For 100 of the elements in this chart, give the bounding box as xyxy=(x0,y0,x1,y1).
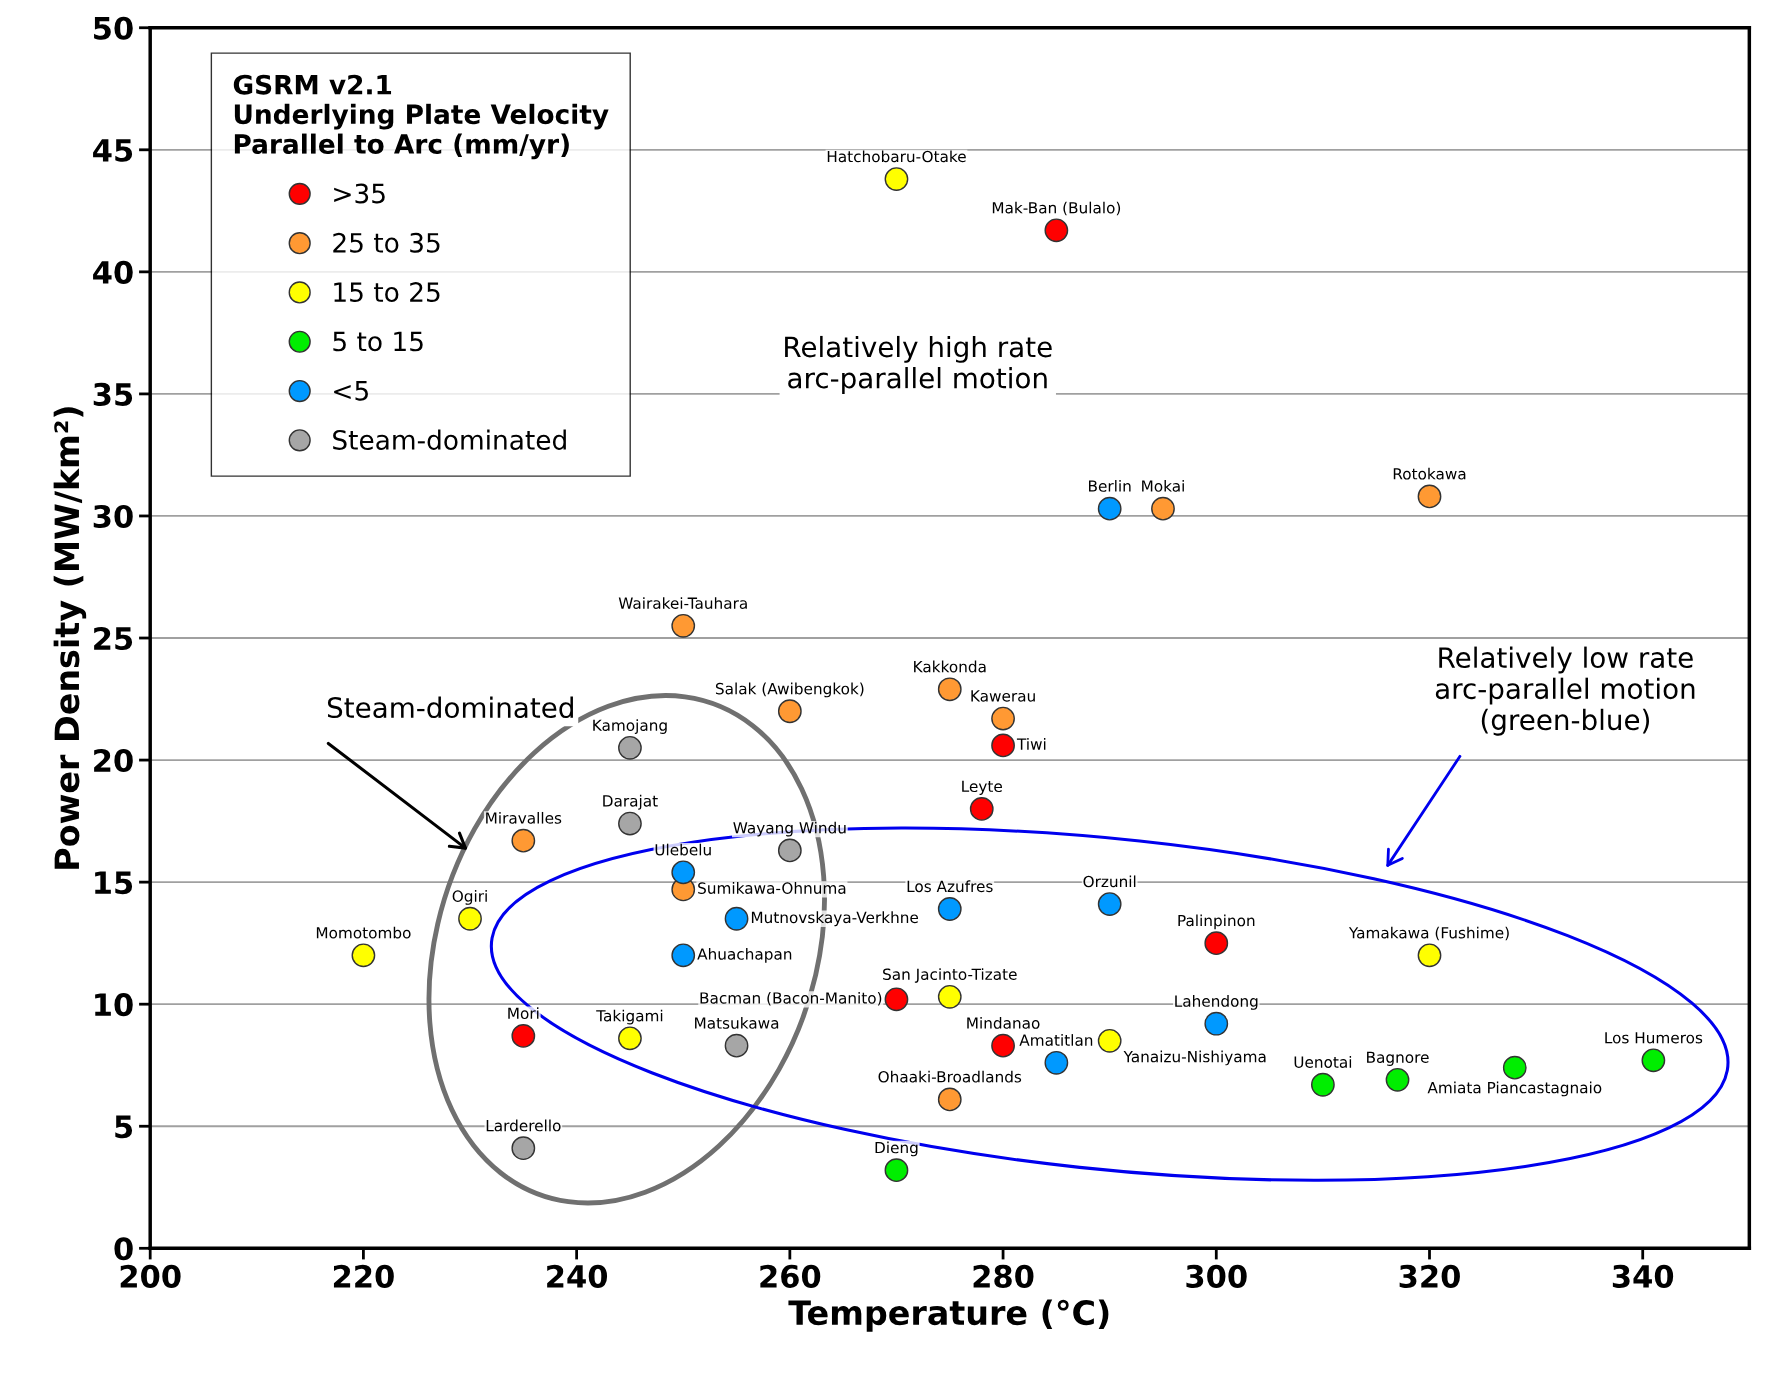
y-tick-label: 35 xyxy=(93,382,133,406)
point xyxy=(777,699,802,724)
point xyxy=(991,1033,1015,1058)
point xyxy=(618,1026,642,1051)
point xyxy=(1417,484,1442,509)
legend-label: 15 to 25 xyxy=(334,282,440,303)
annotation: Steam-dominated xyxy=(327,696,573,719)
x-tick-label: 200 xyxy=(120,1264,181,1288)
point xyxy=(1097,496,1122,521)
legend-label: Steam-dominated xyxy=(333,429,566,450)
point xyxy=(1097,1028,1122,1053)
annotation: Berlin xyxy=(1089,479,1131,492)
point xyxy=(937,1087,962,1112)
y-tick-label: 30 xyxy=(93,504,133,529)
point xyxy=(1097,892,1122,916)
legend-title: GSRM v2.1 Underlying Plate Velocity Parallel to Arc (mm/yr) xyxy=(233,74,609,160)
point xyxy=(724,1033,749,1058)
point xyxy=(351,943,376,968)
annotation: Los Azufres xyxy=(907,880,993,893)
point xyxy=(1204,931,1229,956)
annotation: Sumikawa-Ohnuma xyxy=(698,882,846,894)
annotation: Wayang Windu xyxy=(733,821,846,837)
point xyxy=(937,677,962,702)
point xyxy=(884,987,909,1012)
annotation: Ohaaki-Broadlands xyxy=(878,1070,1022,1083)
point xyxy=(1151,496,1175,521)
point xyxy=(511,1136,536,1161)
point xyxy=(1044,1050,1069,1075)
y-tick-label: 25 xyxy=(94,626,133,651)
annotation: Leyte xyxy=(962,780,1002,796)
x-tick-label: 320 xyxy=(1399,1264,1460,1288)
point xyxy=(1385,1067,1410,1092)
annotation: Darajat xyxy=(603,794,658,810)
annotation: Relatively low rate arc-parallel motion (green-blue) xyxy=(1435,646,1695,736)
annotation: Matsukawa xyxy=(695,1017,779,1029)
legend-label: 5 to 15 xyxy=(333,331,423,352)
x-tick-label: 220 xyxy=(333,1264,394,1288)
annotation: Ogiri xyxy=(452,890,487,905)
x-tick-label: 260 xyxy=(760,1264,821,1288)
annotation: Larderello xyxy=(486,1119,561,1132)
point xyxy=(884,167,909,191)
annotation: Mindanao xyxy=(967,1017,1040,1029)
point xyxy=(777,838,802,863)
annotation: Takigami xyxy=(596,1009,663,1025)
point xyxy=(618,735,642,760)
annotation: Salak (Awibengkok) xyxy=(715,682,864,698)
annotation: Amiata Piancastagnaio xyxy=(1427,1081,1602,1097)
annotation: Mak-Ban (Bulalo) xyxy=(992,201,1121,216)
point xyxy=(991,706,1015,731)
y-tick-label: 40 xyxy=(93,260,133,284)
point xyxy=(1502,1055,1527,1080)
annotation: Mokai xyxy=(1142,479,1184,492)
annotation: Bacman (Bacon-Manito) xyxy=(700,991,882,1006)
annotation: Tiwi xyxy=(1016,738,1046,750)
point xyxy=(1311,1072,1335,1097)
annotation: Uenotai xyxy=(1294,1056,1352,1068)
annotation: Relatively high rate arc-parallel motion xyxy=(785,335,1052,394)
legend-label: 25 to 35 xyxy=(333,232,440,253)
annotation: Mori xyxy=(508,1007,539,1020)
legend-label: <5 xyxy=(334,381,368,401)
annotation: Miravalles xyxy=(486,811,562,824)
point xyxy=(1641,1048,1666,1073)
x-tick-label: 280 xyxy=(973,1264,1034,1288)
point xyxy=(618,811,642,836)
annotation: Kawerau xyxy=(971,690,1035,702)
y-tick-label: 50 xyxy=(94,16,133,40)
annotation: Hatchobaru-Otake xyxy=(827,150,966,163)
y-tick-label: 15 xyxy=(95,871,133,895)
annotation: Rotokawa xyxy=(1393,467,1466,480)
x-tick-label: 240 xyxy=(547,1264,608,1288)
annotation: Wairakei-Tauhara xyxy=(618,597,747,609)
annotation: Los Humeros xyxy=(1605,1032,1703,1044)
annotation: Ulebelu xyxy=(655,843,711,856)
y-tick-label: 20 xyxy=(94,749,133,773)
annotation: San Jacinto-Tizate xyxy=(883,968,1017,983)
point xyxy=(1204,1011,1229,1036)
y-tick-label: 5 xyxy=(115,1115,133,1139)
x-tick-label: 340 xyxy=(1612,1264,1674,1288)
y-axis-title: Power Density (MW/km²) xyxy=(53,407,87,869)
annotation: Mutnovskaya-Verkhne xyxy=(751,911,919,927)
annotation: Palinpinon xyxy=(1178,914,1255,930)
point xyxy=(969,797,994,821)
annotation: Dieng xyxy=(875,1141,918,1157)
point xyxy=(1417,943,1442,968)
point xyxy=(671,613,696,638)
x-tick-label: 300 xyxy=(1186,1264,1247,1288)
point xyxy=(937,984,962,1009)
y-tick-label: 10 xyxy=(95,993,133,1017)
annotation: Lahendong xyxy=(1175,995,1258,1010)
annotation: Bagnore xyxy=(1367,1051,1429,1066)
annotation: Momotombo xyxy=(316,926,411,939)
annotation: Kamojang xyxy=(593,719,667,734)
annotation: Yamakawa (Fushime) xyxy=(1348,926,1509,941)
annotation: Orzunil xyxy=(1083,875,1136,888)
legend-label: >35 xyxy=(334,183,385,204)
point xyxy=(884,1158,909,1183)
point xyxy=(724,906,749,931)
point xyxy=(671,860,696,885)
point xyxy=(458,906,482,931)
y-tick-label: 0 xyxy=(114,1237,133,1261)
